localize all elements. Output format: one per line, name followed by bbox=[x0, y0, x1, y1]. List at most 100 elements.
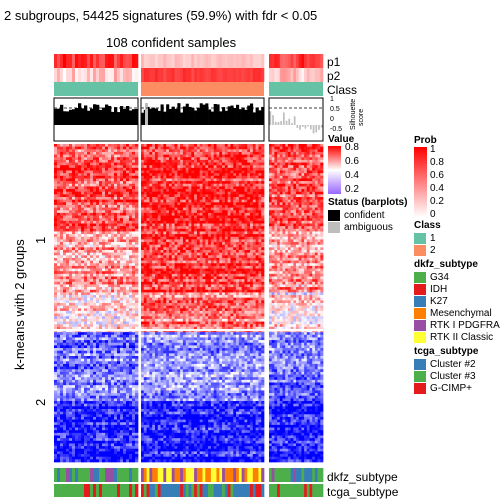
heatmap-cell bbox=[87, 199, 91, 203]
heatmap-cell bbox=[135, 162, 139, 166]
heatmap-cell bbox=[78, 440, 82, 444]
heatmap-cell bbox=[117, 454, 121, 458]
heatmap-cell bbox=[54, 456, 58, 460]
heatmap-cell bbox=[141, 151, 145, 155]
heatmap-cell bbox=[244, 175, 248, 179]
heatmap-cell bbox=[78, 186, 82, 190]
heatmap-cell bbox=[154, 207, 159, 211]
heatmap-cell bbox=[123, 356, 127, 359]
heatmap-cell bbox=[66, 379, 70, 383]
heatmap-cell bbox=[105, 183, 109, 187]
heatmap-cell bbox=[69, 446, 73, 450]
heatmap-cell bbox=[75, 435, 79, 439]
heatmap-cell bbox=[105, 207, 109, 211]
heatmap-cell bbox=[66, 257, 70, 261]
heatmap-cell bbox=[90, 374, 94, 378]
heatmap-cell bbox=[210, 154, 215, 158]
heatmap-cell bbox=[66, 340, 70, 344]
heatmap-cell bbox=[75, 287, 79, 291]
heatmap-cell bbox=[227, 194, 231, 198]
heatmap-cell bbox=[75, 451, 79, 455]
p2-cell bbox=[117, 68, 121, 82]
heatmap-cell bbox=[99, 236, 103, 240]
heatmap-cell bbox=[210, 186, 215, 190]
heatmap-cell bbox=[108, 167, 112, 171]
heatmap-cell bbox=[96, 416, 100, 420]
heatmap-cell bbox=[99, 419, 103, 423]
heatmap-cell bbox=[108, 382, 112, 386]
heatmap-cell bbox=[93, 151, 97, 155]
heatmap-cell bbox=[117, 162, 121, 166]
heatmap-cell bbox=[90, 334, 94, 338]
heatmap-cell bbox=[87, 292, 91, 296]
heatmap-cell bbox=[177, 212, 181, 216]
heatmap-cell bbox=[87, 247, 91, 251]
heatmap-cell bbox=[205, 144, 209, 147]
heatmap-cell bbox=[111, 289, 115, 293]
heatmap-cell bbox=[78, 144, 82, 147]
heatmap-cell bbox=[152, 159, 156, 163]
heatmap-cell bbox=[120, 303, 124, 306]
heatmap-cell bbox=[219, 194, 223, 198]
heatmap-cell bbox=[111, 321, 115, 325]
heatmap-cell bbox=[163, 151, 167, 155]
silhouette-bar bbox=[247, 105, 251, 125]
heatmap-cell bbox=[177, 144, 181, 147]
heatmap-cell bbox=[87, 234, 91, 238]
heatmap-cell bbox=[105, 366, 109, 370]
heatmap-cell bbox=[222, 223, 226, 227]
heatmap-cell bbox=[75, 424, 79, 428]
heatmap-cell bbox=[123, 239, 127, 243]
heatmap-cell bbox=[75, 382, 79, 386]
heatmap-cell bbox=[152, 175, 156, 179]
heatmap-cell bbox=[177, 220, 181, 224]
heatmap-cell bbox=[241, 151, 245, 155]
heatmap-cell bbox=[222, 207, 226, 211]
heatmap-cell bbox=[123, 212, 127, 216]
heatmap-cell bbox=[90, 252, 94, 256]
heatmap-cell bbox=[108, 281, 112, 285]
heatmap-cell bbox=[66, 326, 70, 330]
heatmap-cell bbox=[96, 377, 100, 381]
heatmap-cell bbox=[166, 144, 170, 147]
heatmap-cell bbox=[126, 215, 130, 219]
heatmap-cell bbox=[66, 356, 70, 359]
heatmap-cell bbox=[87, 279, 91, 283]
heatmap-cell bbox=[96, 382, 100, 386]
heatmap-cell bbox=[219, 212, 223, 216]
heatmap-cell bbox=[210, 144, 215, 147]
heatmap-cell bbox=[160, 144, 164, 147]
heatmap-cell bbox=[126, 265, 130, 269]
heatmap-cell bbox=[96, 440, 100, 444]
heatmap-cell bbox=[57, 157, 61, 161]
heatmap-cell bbox=[210, 183, 215, 187]
heatmap-cell bbox=[63, 387, 67, 391]
heatmap-cell bbox=[57, 170, 61, 174]
heatmap-cell bbox=[102, 451, 106, 455]
heatmap-cell bbox=[185, 178, 189, 182]
heatmap-cell bbox=[114, 263, 118, 267]
heatmap-cell bbox=[84, 340, 88, 344]
heatmap-cell bbox=[233, 207, 237, 211]
heatmap-cell bbox=[126, 316, 130, 320]
heatmap-cell bbox=[241, 162, 245, 166]
heatmap-cell bbox=[166, 170, 170, 174]
heatmap-cell bbox=[111, 162, 115, 166]
heatmap-cell bbox=[114, 340, 118, 344]
heatmap-cell bbox=[72, 234, 76, 238]
heatmap-cell bbox=[182, 173, 187, 177]
heatmap-cell bbox=[102, 427, 106, 431]
heatmap-cell bbox=[126, 363, 130, 367]
heatmap-cell bbox=[132, 387, 136, 391]
heatmap-cell bbox=[120, 432, 124, 436]
heatmap-cell bbox=[90, 377, 94, 381]
heatmap-cell bbox=[99, 218, 103, 222]
heatmap-cell bbox=[63, 406, 67, 410]
heatmap-cell bbox=[213, 173, 217, 177]
heatmap-cell bbox=[54, 146, 58, 150]
heatmap-cell bbox=[154, 167, 159, 171]
heatmap-cell bbox=[99, 446, 103, 450]
heatmap-cell bbox=[93, 313, 97, 317]
heatmap-cell bbox=[54, 165, 58, 169]
heatmap-cell bbox=[102, 387, 106, 391]
